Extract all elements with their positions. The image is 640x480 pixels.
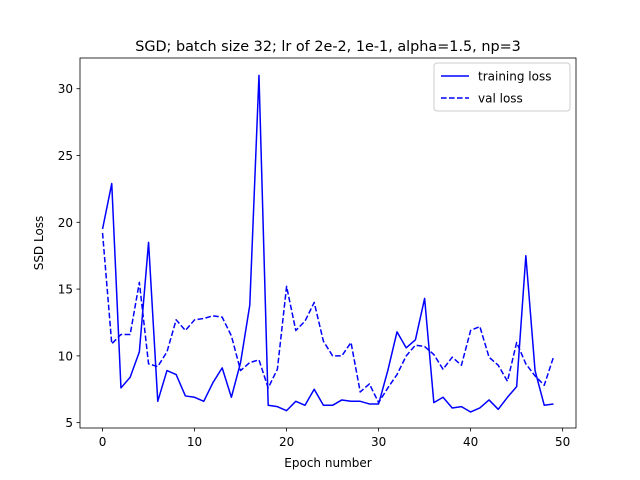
legend-label-2: val loss: [478, 92, 523, 106]
chart-title: SGD; batch size 32; lr of 2e-2, 1e-1, al…: [135, 39, 521, 55]
x-tick-label: 0: [99, 435, 107, 449]
series-line-2: [101, 232, 555, 404]
x-tick-label: 30: [371, 435, 386, 449]
legend: training loss val loss: [433, 62, 571, 112]
legend-box: [433, 62, 571, 112]
y-tick-label: 10: [58, 349, 73, 363]
y-tick-label: 5: [65, 416, 73, 430]
x-tick-label: 50: [555, 435, 570, 449]
x-tick-label: 40: [463, 435, 478, 449]
y-tick-label: 15: [58, 283, 73, 297]
y-tick-label: 20: [58, 216, 73, 230]
axes-frame: [79, 57, 577, 429]
y-axis-label: SSD Loss: [32, 216, 46, 271]
x-tick-label: 10: [187, 435, 202, 449]
legend-label-1: training loss: [478, 70, 551, 84]
plot-area: 0 10 20 30 40 50 5 10 15 20 25 30: [58, 57, 577, 449]
x-tick-label: 20: [279, 435, 294, 449]
series-line-1: [101, 74, 554, 413]
x-axis-label: Epoch number: [284, 456, 371, 470]
y-tick-label: 30: [58, 82, 73, 96]
y-tick-label: 25: [58, 149, 73, 163]
